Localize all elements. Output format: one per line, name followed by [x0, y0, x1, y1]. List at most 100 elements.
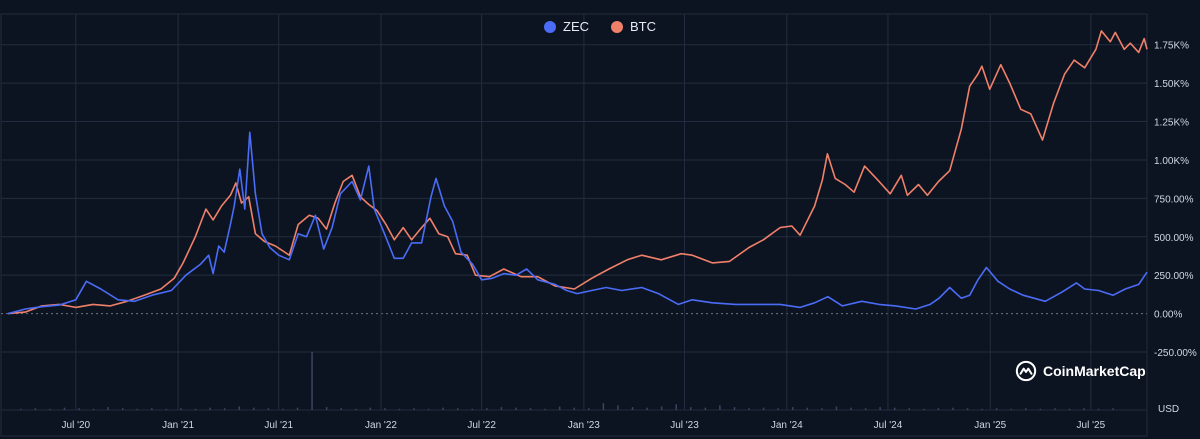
volume-bar	[151, 408, 153, 410]
series-lines[interactable]	[7, 30, 1148, 315]
legend-item-zec[interactable]: ZEC	[544, 19, 589, 34]
volume-bar	[602, 403, 605, 410]
y-axis-ticks: 1.75K% 1.50K% 1.25K% 1.00K% 750.00% 500.00% 25…	[1154, 41, 1197, 359]
volume-bar	[92, 408, 95, 410]
legend-dot-zec	[544, 20, 556, 33]
volume-bar	[879, 407, 881, 410]
x-tick-label: Jan '21	[162, 420, 194, 431]
volume-bar	[908, 408, 911, 410]
x-tick-label: Jan '24	[771, 420, 803, 431]
volume-bar	[282, 408, 284, 410]
volume-bar	[966, 408, 969, 410]
volume-bar	[253, 407, 255, 410]
legend-label-btc: BTC	[630, 19, 656, 34]
volume-bar	[1068, 408, 1071, 410]
volume-bar	[850, 407, 852, 410]
volume-bar	[49, 408, 51, 410]
volume-bar	[136, 408, 139, 410]
legend-label-zec: ZEC	[563, 19, 589, 34]
coinmarketcap-watermark: CoinMarketCap	[1015, 360, 1146, 382]
x-tick-label: Jan '22	[365, 420, 397, 431]
y-tick-label: 750.00%	[1154, 194, 1194, 205]
volume-bar	[471, 408, 474, 410]
volume-bar	[121, 408, 124, 410]
volume-bar	[660, 406, 663, 410]
volume-bar	[1083, 408, 1085, 410]
x-tick-label: Jul '24	[874, 420, 903, 431]
volume-bar	[806, 407, 809, 410]
x-tick-label: Jul '23	[670, 420, 699, 431]
volume-bar	[733, 407, 736, 410]
volume-bar	[952, 407, 954, 410]
x-tick-label: Jul '22	[467, 420, 496, 431]
volume-bar	[369, 407, 372, 410]
grid-lines	[0, 13, 1148, 437]
volume-bar	[340, 408, 342, 410]
volume-bar	[456, 408, 459, 410]
volume-bar	[20, 408, 22, 410]
x-axis-ticks: Jul '20 Jan '21 Jul '21 Jan '22 Jul '22 Jan '…	[62, 420, 1106, 431]
x-tick-label: Jul '20	[62, 420, 91, 431]
volume-bar	[238, 406, 240, 410]
series-line-btc[interactable]	[7, 30, 1148, 315]
volume-bar	[325, 407, 328, 410]
legend-item-btc[interactable]: BTC	[611, 19, 656, 34]
coinmarketcap-logo-icon	[1015, 360, 1037, 382]
volume-bar	[719, 405, 721, 410]
y-tick-label: 1.25K%	[1154, 118, 1189, 129]
volume-bar	[107, 407, 109, 410]
volume-bar	[1025, 408, 1027, 410]
volume-bar	[835, 406, 838, 410]
volume-bar	[864, 408, 867, 410]
x-tick-label: Jul '25	[1077, 420, 1106, 431]
legend-dot-btc	[611, 20, 623, 33]
volume-bar	[821, 408, 823, 410]
volume-bar	[646, 407, 648, 410]
y-tick-label: 1.00K%	[1154, 156, 1189, 167]
currency-label: USD	[1158, 404, 1180, 415]
volume-bar	[398, 408, 401, 410]
x-tick-label: Jan '23	[568, 420, 600, 431]
y-tick-label: 0.00%	[1154, 310, 1182, 321]
volume-bar	[355, 408, 357, 410]
volume-bar	[34, 408, 37, 410]
volume-bar	[690, 407, 692, 410]
y-tick-label: 1.75K%	[1154, 41, 1189, 52]
volume-bar	[515, 407, 517, 410]
plot-border	[0, 13, 1148, 437]
volume-bar	[617, 405, 619, 410]
volume-bar	[78, 408, 80, 410]
volume-bar	[1112, 408, 1114, 410]
series-line-zec[interactable]	[7, 131, 1148, 315]
volume-bar	[704, 407, 707, 410]
volume-bar	[427, 408, 430, 410]
volume-bar	[296, 407, 299, 410]
volume-bar	[893, 407, 896, 410]
volume-bar	[223, 408, 226, 410]
volume-bar	[1054, 408, 1056, 410]
volume-bar	[588, 408, 590, 410]
volume-bar	[180, 408, 182, 410]
volume-bar	[762, 407, 765, 410]
x-tick-label: Jan '25	[974, 420, 1006, 431]
volume-bar	[981, 408, 983, 410]
volume-bar	[194, 408, 197, 410]
volume-bar	[500, 407, 503, 410]
chart-legend: ZEC BTC	[0, 19, 1200, 34]
volume-bar	[165, 408, 168, 410]
volume-bar	[937, 408, 940, 410]
volume-bar	[486, 408, 488, 410]
x-tick-label: Jul '21	[264, 420, 293, 431]
volume-bar	[442, 407, 444, 410]
volume-bar	[995, 408, 998, 410]
volume-bars	[20, 352, 1114, 410]
volume-bar	[558, 406, 561, 410]
volume-bar	[1039, 408, 1042, 410]
volume-bar	[923, 408, 925, 410]
volume-bar	[209, 407, 211, 410]
volume-bar	[544, 408, 546, 410]
y-tick-label: 500.00%	[1154, 233, 1194, 244]
y-tick-label: -250.00%	[1154, 348, 1197, 359]
volume-bar	[791, 407, 794, 410]
